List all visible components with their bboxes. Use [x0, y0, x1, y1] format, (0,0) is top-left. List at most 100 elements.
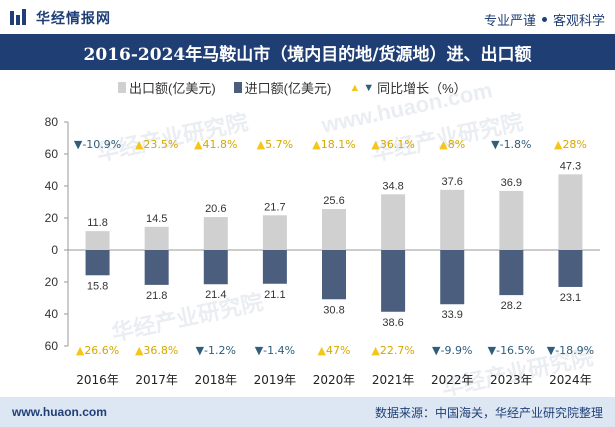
growth-up-icon: ▲: [371, 138, 380, 151]
growth-value: -1.8%: [500, 138, 532, 151]
legend-export-label: 出口额(亿美元): [129, 81, 216, 96]
growth-value: 22.7%: [380, 344, 415, 357]
import-bar: [203, 250, 228, 285]
export-growth-label: ▲28%: [554, 138, 587, 151]
x-category-label: 2022年: [431, 373, 474, 387]
triangle-down-icon: ▼: [363, 81, 375, 94]
export-growth-label: ▲5.7%: [257, 138, 293, 151]
x-category-label: 2018年: [195, 373, 238, 387]
import-value-label: 21.8: [146, 290, 167, 302]
growth-value: 41.8%: [203, 138, 238, 151]
tagline-a: 专业严谨: [483, 13, 536, 28]
y-tick-label: 0: [51, 243, 58, 257]
growth-up-icon: ▲: [135, 138, 144, 151]
export-growth-label: ▲18.1%: [312, 138, 355, 151]
import-bar: [262, 250, 287, 284]
import-growth-label: ▼-16.5%: [488, 344, 535, 357]
legend-import: 进口额(亿美元): [233, 78, 331, 97]
import-value-label: 21.4: [205, 289, 226, 301]
brand-name: 华经情报网: [36, 10, 111, 26]
export-value-label: 34.8: [382, 180, 403, 192]
growth-value: -10.9%: [82, 138, 121, 151]
top-bar: 华经情报网 专业严谨 客观科学: [0, 0, 615, 34]
growth-value: 8%: [448, 138, 465, 151]
import-value-label: 28.2: [501, 300, 522, 312]
export-value-label: 37.6: [442, 176, 463, 188]
import-bar: [499, 250, 524, 296]
y-tick-label: 40: [45, 179, 59, 193]
export-value-label: 47.3: [560, 160, 581, 172]
y-tick-label: 20: [45, 275, 59, 289]
import-bar: [322, 250, 346, 300]
x-category-label: 2017年: [135, 373, 178, 387]
import-swatch-icon: [233, 82, 242, 93]
export-value-label: 25.6: [323, 195, 344, 207]
growth-value: -1.4%: [263, 344, 295, 357]
export-growth-label: ▲41.8%: [194, 138, 237, 151]
x-category-label: 2016年: [76, 373, 119, 387]
export-bar: [499, 190, 524, 250]
growth-down-icon: ▼: [196, 344, 205, 357]
growth-down-icon: ▼: [432, 344, 441, 357]
export-value-label: 36.9: [501, 177, 522, 189]
growth-up-icon: ▲: [554, 138, 563, 151]
growth-down-icon: ▼: [491, 138, 500, 151]
import-bar: [381, 250, 406, 312]
import-bar: [85, 250, 110, 276]
legend: 出口额(亿美元) 进口额(亿美元) ▲ ▼ 同比增长（%）: [118, 78, 467, 97]
growth-value: 47%: [326, 344, 350, 357]
import-growth-label: ▲47%: [318, 344, 351, 357]
chart-canvas: 80604020020406011.815.8▼-10.9%▲26.6%2016…: [45, 115, 600, 387]
x-category-label: 2020年: [313, 373, 356, 387]
footer: www.huaon.com 数据来源：中国海关，华经产业研究院整理: [0, 397, 615, 427]
growth-value: 26.6%: [84, 344, 119, 357]
growth-value: -18.9%: [555, 344, 594, 357]
export-bar: [144, 226, 169, 250]
export-growth-label: ▼-1.8%: [491, 138, 531, 151]
growth-value: 18.1%: [321, 138, 356, 151]
export-value-label: 11.8: [87, 217, 108, 229]
export-bar: [558, 174, 583, 250]
export-bar: [381, 194, 406, 250]
footer-website: www.huaon.com: [12, 405, 107, 419]
growth-value: -9.9%: [440, 344, 472, 357]
triangle-up-icon: ▲: [349, 81, 361, 94]
import-value-label: 21.1: [264, 289, 285, 301]
growth-down-icon: ▼: [255, 344, 264, 357]
import-value-label: 38.6: [382, 317, 403, 329]
export-bar: [440, 189, 465, 250]
y-tick-label: 40: [45, 307, 59, 321]
growth-up-icon: ▲: [257, 138, 266, 151]
legend-growth: ▲ ▼ 同比增长（%）: [349, 78, 466, 97]
x-category-label: 2024年: [549, 373, 592, 387]
growth-down-icon: ▼: [74, 138, 83, 151]
growth-up-icon: ▲: [135, 344, 144, 357]
brand-logo-icon: [10, 9, 26, 25]
growth-up-icon: ▲: [194, 138, 203, 151]
export-growth-label: ▲23.5%: [135, 138, 178, 151]
x-category-label: 2021年: [372, 373, 415, 387]
import-growth-label: ▼-1.2%: [196, 344, 236, 357]
export-value-label: 21.7: [264, 201, 285, 213]
tagline-b: 客观科学: [552, 13, 605, 28]
export-growth-label: ▼-10.9%: [74, 138, 121, 151]
chart-title-bar: 2016-2024年马鞍山市（境内目的地/货源地）进、出口额: [0, 34, 615, 70]
growth-up-icon: ▲: [76, 344, 85, 357]
import-growth-label: ▼-9.9%: [432, 344, 472, 357]
growth-value: 23.5%: [143, 138, 178, 151]
footer-source: 数据来源：中国海关，华经产业研究院整理: [374, 406, 603, 420]
export-value-label: 14.5: [146, 213, 167, 225]
import-value-label: 15.8: [87, 280, 108, 292]
import-value-label: 23.1: [560, 292, 581, 304]
growth-down-icon: ▼: [547, 344, 556, 357]
export-growth-label: ▲8%: [439, 138, 465, 151]
growth-up-icon: ▲: [439, 138, 448, 151]
x-category-label: 2023年: [490, 373, 533, 387]
y-tick-label: 20: [45, 211, 59, 225]
import-growth-label: ▲36.8%: [135, 344, 178, 357]
growth-up-icon: ▲: [371, 344, 380, 357]
growth-value: 36.1%: [380, 138, 415, 151]
growth-value: -16.5%: [496, 344, 535, 357]
growth-up-icon: ▲: [318, 344, 327, 357]
export-swatch-icon: [118, 82, 126, 93]
